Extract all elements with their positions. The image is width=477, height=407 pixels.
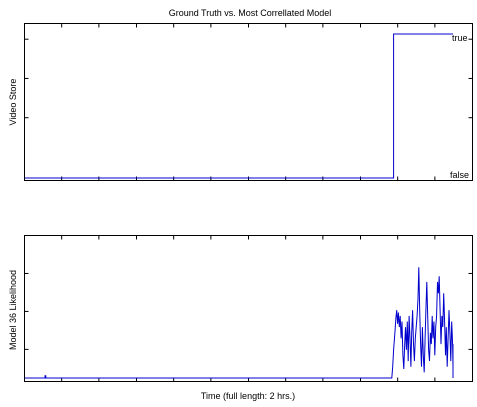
bottom-axes-frame xyxy=(24,235,473,382)
top-tick-marks xyxy=(24,23,473,181)
top-title: Ground Truth vs. Most Correllated Model xyxy=(169,8,332,18)
top-y-axis-label: Video Store xyxy=(8,79,18,126)
top-axes-frame xyxy=(24,23,473,181)
top-annotation-true: true xyxy=(452,33,468,43)
bottom-series-line xyxy=(25,267,454,379)
top-annotation-false: false xyxy=(450,170,469,180)
top-chart: Ground Truth vs. Most Correllated Model … xyxy=(8,8,473,181)
bottom-chart: Model 36 Likelihood Time (full length: 2… xyxy=(8,235,473,401)
top-series-line xyxy=(25,33,453,179)
bottom-y-axis-label: Model 36 Likelihood xyxy=(8,270,18,350)
bottom-tick-marks xyxy=(24,235,473,382)
bottom-x-axis-label: Time (full length: 2 hrs.) xyxy=(201,391,295,401)
